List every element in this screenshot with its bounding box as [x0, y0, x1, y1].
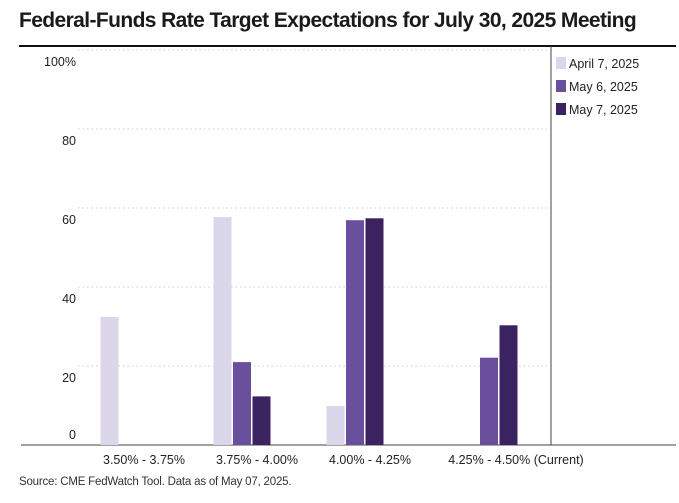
bar-may-7-2025-4 — [499, 325, 518, 445]
legend-label: May 6, 2025 — [569, 80, 638, 94]
y-axis-ticks: 0 20 40 60 80 100% — [44, 55, 76, 442]
x-tick-label: 4.25% - 4.50% (Current) — [448, 453, 583, 467]
x-tick-label: 3.75% - 4.00% — [216, 453, 298, 467]
legend-swatch — [556, 57, 566, 69]
y-tick-label: 100% — [44, 55, 76, 69]
bar-may-6-2025-4 — [480, 357, 498, 445]
bar-may-7-2025-3 — [365, 218, 384, 445]
bars — [100, 217, 518, 445]
y-tick-label: 80 — [62, 134, 76, 148]
bar-april-7-2025-1 — [100, 317, 119, 445]
y-tick-label: 20 — [62, 371, 76, 385]
legend-swatch — [556, 103, 566, 115]
source-note: Source: CME FedWatch Tool. Data as of Ma… — [19, 476, 292, 488]
x-tick-label: 3.50% - 3.75% — [103, 453, 185, 467]
title-rule — [19, 45, 676, 47]
bar-april-7-2025-2 — [213, 217, 232, 445]
bar-chart: 0 20 40 60 80 100% 3.50% - 3.75% 3.75% - 4.00%… — [21, 46, 676, 467]
legend-label: May 7, 2025 — [569, 103, 638, 117]
legend: April 7, 2025 May 6, 2025 May 7, 2025 — [550, 46, 639, 445]
x-tick-label: 4.00% - 4.25% — [329, 453, 411, 467]
y-tick-label: 40 — [62, 292, 76, 306]
bar-may-6-2025-3 — [346, 220, 364, 445]
bar-may-7-2025-2 — [252, 396, 271, 445]
bar-april-7-2025-3 — [326, 405, 345, 445]
y-tick-label: 0 — [69, 428, 76, 442]
x-axis-labels: 3.50% - 3.75% 3.75% - 4.00% 4.00% - 4.25% 4… — [103, 453, 584, 467]
legend-label: April 7, 2025 — [569, 57, 639, 71]
bar-may-6-2025-2 — [233, 362, 251, 445]
y-tick-label: 60 — [62, 213, 76, 227]
legend-swatch — [556, 80, 566, 92]
chart-title: Federal-Funds Rate Target Expectations f… — [19, 9, 637, 32]
